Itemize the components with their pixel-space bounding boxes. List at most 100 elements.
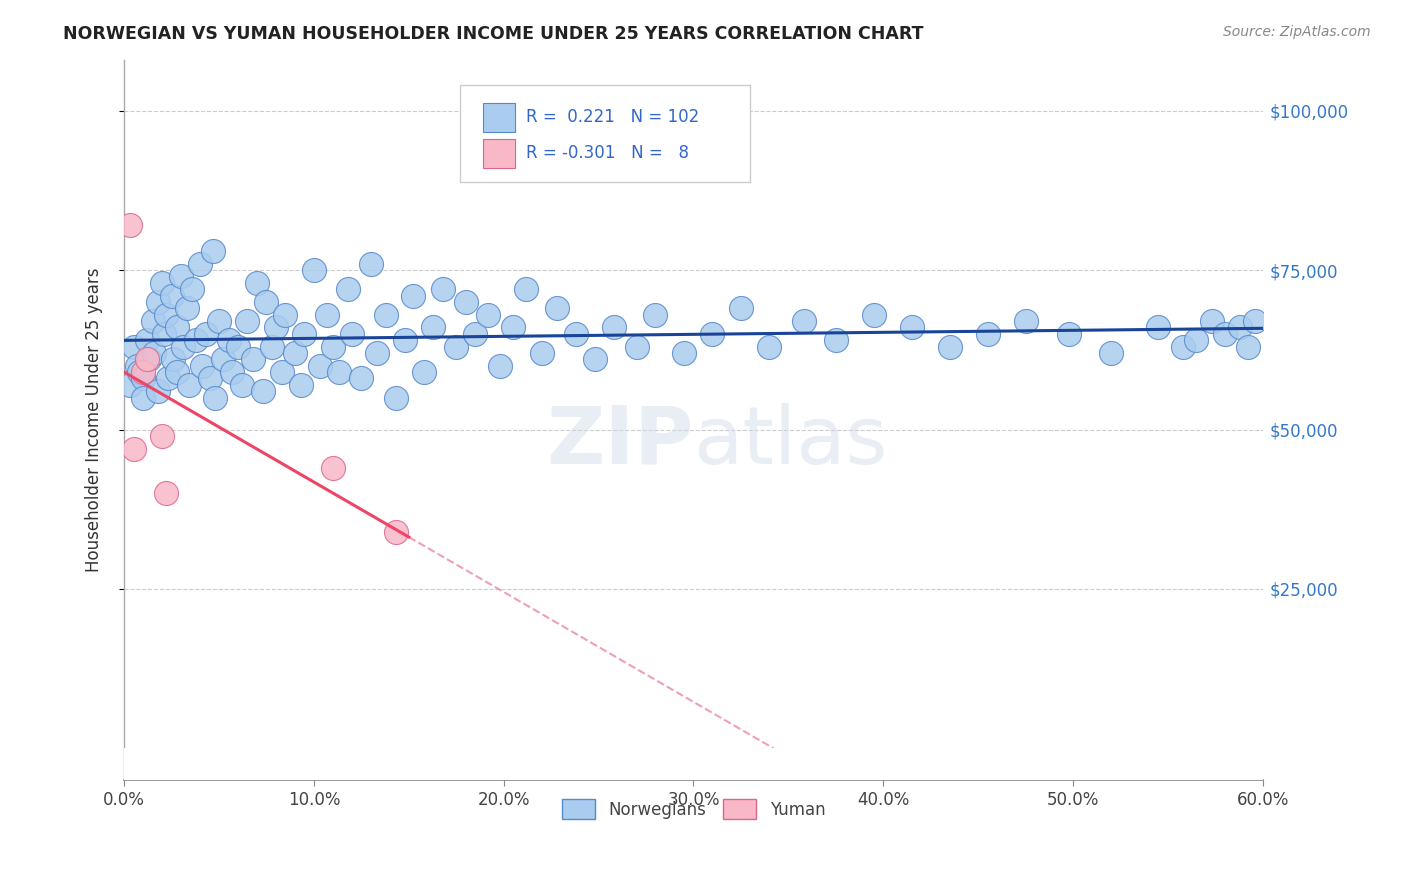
Point [231, 377, 253, 392]
Point [502, 320, 524, 334]
Point [150, 429, 173, 443]
Point [135, 333, 157, 347]
Point [862, 308, 884, 322]
Point [444, 340, 467, 354]
Point [290, 377, 312, 392]
Point [1057, 326, 1080, 341]
Point [127, 359, 149, 373]
Point [824, 333, 846, 347]
Y-axis label: Householder Income Under 25 years: Householder Income Under 25 years [86, 268, 103, 572]
Text: R =  0.221   N = 102: R = 0.221 N = 102 [526, 108, 699, 127]
Point [565, 326, 588, 341]
Bar [124, 748, 1263, 780]
Point [375, 308, 398, 322]
Text: R = -0.301   N =   8: R = -0.301 N = 8 [526, 145, 689, 162]
Text: atlas: atlas [693, 402, 887, 481]
Point [644, 308, 666, 322]
Legend: Norwegians, Yuman: Norwegians, Yuman [555, 792, 832, 826]
Point [246, 276, 269, 290]
Point [166, 365, 188, 379]
Point [218, 333, 240, 347]
FancyBboxPatch shape [482, 139, 515, 168]
Point [270, 365, 292, 379]
Point [1185, 333, 1208, 347]
Point [603, 320, 626, 334]
Point [672, 346, 695, 360]
Point [202, 244, 225, 258]
Point [938, 340, 960, 354]
Point [264, 320, 287, 334]
Point [316, 308, 339, 322]
Point [337, 282, 360, 296]
Point [976, 326, 998, 341]
Point [702, 326, 724, 341]
Point [188, 257, 211, 271]
Point [530, 346, 553, 360]
Point [160, 288, 183, 302]
Point [118, 377, 141, 392]
Point [198, 371, 221, 385]
Point [432, 282, 454, 296]
Point [211, 352, 233, 367]
Point [118, 219, 141, 233]
Point [252, 384, 274, 399]
Point [1201, 314, 1223, 328]
Point [191, 359, 214, 373]
Point [900, 320, 922, 334]
Point [401, 288, 423, 302]
Point [1236, 340, 1258, 354]
Point [172, 340, 194, 354]
Point [155, 308, 177, 322]
Point [454, 295, 477, 310]
Point [626, 340, 648, 354]
Point [294, 326, 316, 341]
Point [156, 371, 179, 385]
Point [132, 391, 155, 405]
Point [302, 263, 325, 277]
Text: Source: ZipAtlas.com: Source: ZipAtlas.com [1223, 25, 1371, 39]
Point [242, 352, 264, 367]
Point [143, 346, 166, 360]
Point [308, 359, 330, 373]
Point [758, 340, 780, 354]
Point [177, 377, 200, 392]
Point [583, 352, 606, 367]
Point [262, 340, 284, 354]
Point [208, 314, 231, 328]
Point [360, 257, 382, 271]
Point [132, 365, 155, 379]
Point [186, 333, 208, 347]
Point [477, 308, 499, 322]
Point [515, 282, 537, 296]
Point [236, 314, 259, 328]
Point [148, 295, 170, 310]
Point [155, 486, 177, 500]
Point [176, 301, 198, 316]
FancyBboxPatch shape [460, 85, 751, 182]
FancyBboxPatch shape [482, 103, 515, 132]
Point [162, 352, 184, 367]
Point [221, 365, 243, 379]
Point [274, 308, 297, 322]
Point [464, 326, 486, 341]
Point [422, 320, 444, 334]
Point [204, 391, 226, 405]
Point [328, 365, 350, 379]
Point [256, 295, 278, 310]
Point [730, 301, 752, 316]
Point [394, 333, 416, 347]
Point [1171, 340, 1194, 354]
Point [122, 340, 145, 354]
Text: ZIP: ZIP [546, 402, 693, 481]
Point [350, 371, 373, 385]
Point [194, 326, 217, 341]
Point [284, 346, 307, 360]
Point [181, 282, 204, 296]
Point [366, 346, 388, 360]
Point [148, 384, 170, 399]
Point [413, 365, 436, 379]
Point [384, 391, 406, 405]
Point [340, 326, 363, 341]
Point [1014, 314, 1036, 328]
Point [1213, 326, 1236, 341]
